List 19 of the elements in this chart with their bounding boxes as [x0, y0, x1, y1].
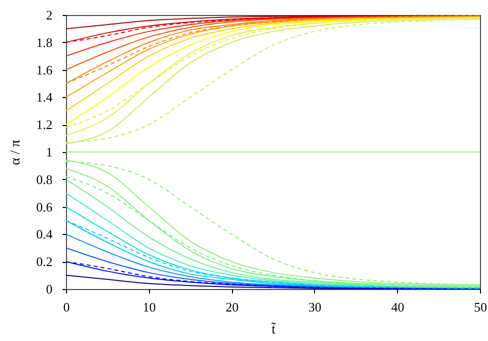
x-tick-label: 20 — [226, 300, 239, 314]
x-tick-label: 0 — [63, 300, 70, 314]
y-tick-label: 0.4 — [36, 226, 53, 242]
y-tick-label: 0.8 — [36, 172, 52, 187]
x-tick-label: 40 — [391, 300, 404, 314]
y-tick-label: 2 — [46, 8, 52, 22]
x-tick-label: 50 — [474, 300, 487, 314]
y-tick-label: 1.8 — [36, 34, 52, 50]
y-tick-label: 1 — [46, 144, 52, 160]
y-tick-label: 0 — [46, 282, 52, 296]
x-tick-label: 10 — [142, 300, 156, 314]
x-tick-label: 30 — [308, 300, 322, 314]
x-axis-title: t̃ — [271, 322, 276, 338]
y-tick-label: 1.6 — [36, 62, 53, 78]
y-axis-title: α / π — [8, 140, 24, 166]
y-tick-label: 0.2 — [36, 254, 52, 270]
y-tick-label: 0.6 — [36, 199, 53, 214]
y-tick-label: 1.4 — [36, 90, 53, 105]
y-tick-label: 1.2 — [36, 117, 52, 132]
